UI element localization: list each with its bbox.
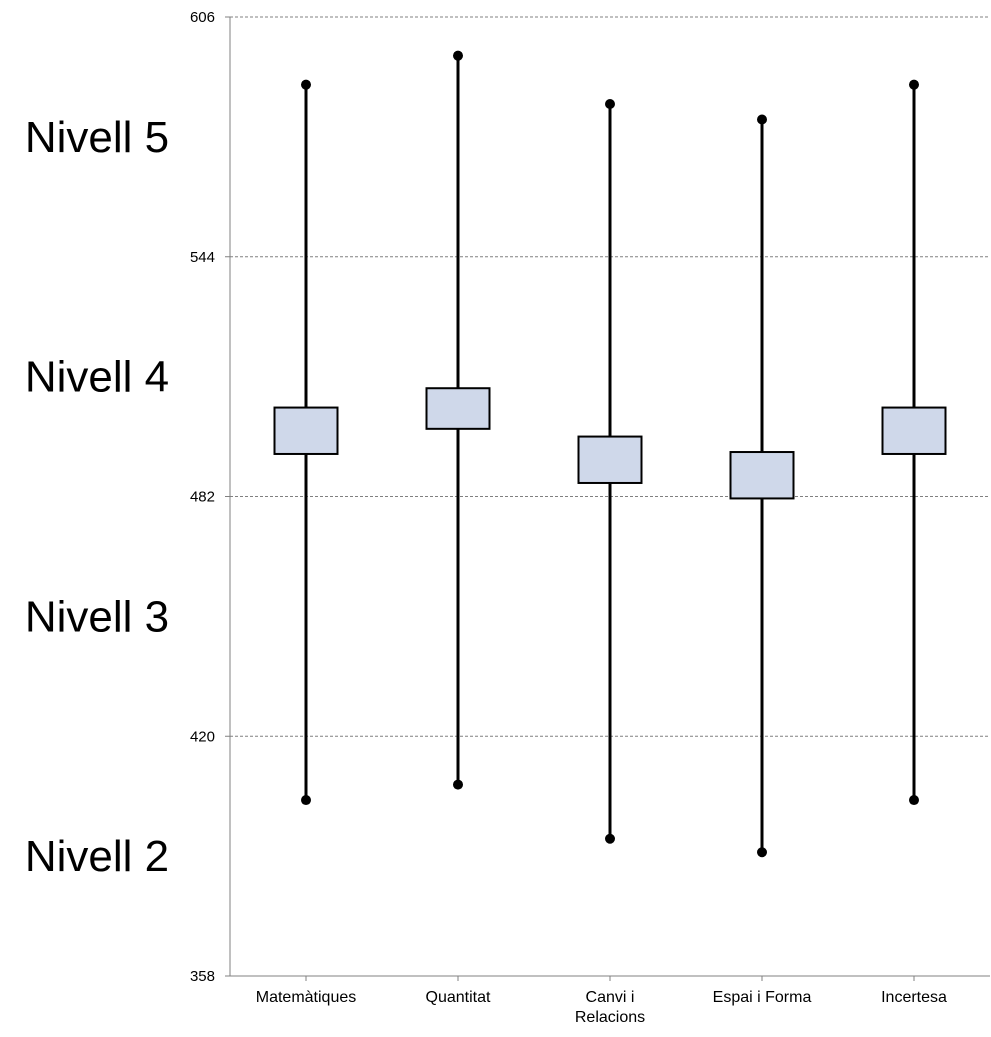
category-label: Matemàtiques xyxy=(256,989,357,1006)
level-label: Nivell 3 xyxy=(25,592,169,641)
category-labels: Matemàtiques Quantitat Canvi i Relacions Esp… xyxy=(256,976,947,1026)
mean-box xyxy=(425,387,491,430)
low-point xyxy=(909,795,919,806)
category-label: Canvi i xyxy=(586,989,635,1006)
category-label: Espai i Forma xyxy=(713,989,812,1006)
y-tick-label: 420 xyxy=(190,728,215,745)
y-tick-label: 606 xyxy=(190,9,215,26)
y-tick-labels: 606 544 482 420 358 xyxy=(190,9,230,985)
series xyxy=(273,50,947,858)
low-point xyxy=(453,779,463,790)
level-label: Nivell 5 xyxy=(25,113,169,162)
category-label: Incertesa xyxy=(881,989,947,1006)
y-tick-label: 358 xyxy=(190,968,215,985)
low-point xyxy=(757,847,767,858)
high-point xyxy=(301,79,311,90)
level-label: Nivell 2 xyxy=(25,832,169,881)
high-point xyxy=(909,79,919,90)
mean-box xyxy=(881,406,947,455)
mean-box xyxy=(273,406,339,455)
high-point xyxy=(757,114,767,125)
y-tick-label: 544 xyxy=(190,249,215,266)
mean-box xyxy=(577,435,643,484)
level-labels: Nivell 5 Nivell 4 Nivell 3 Nivell 2 xyxy=(25,113,169,881)
low-point xyxy=(301,795,311,806)
category-label: Quantitat xyxy=(426,989,491,1006)
high-point xyxy=(453,50,463,61)
level-label: Nivell 4 xyxy=(25,353,169,402)
high-point xyxy=(605,99,615,110)
mean-box xyxy=(729,451,795,500)
y-tick-label: 482 xyxy=(190,489,215,506)
category-label: Relacions xyxy=(575,1009,645,1026)
low-point xyxy=(605,833,615,844)
